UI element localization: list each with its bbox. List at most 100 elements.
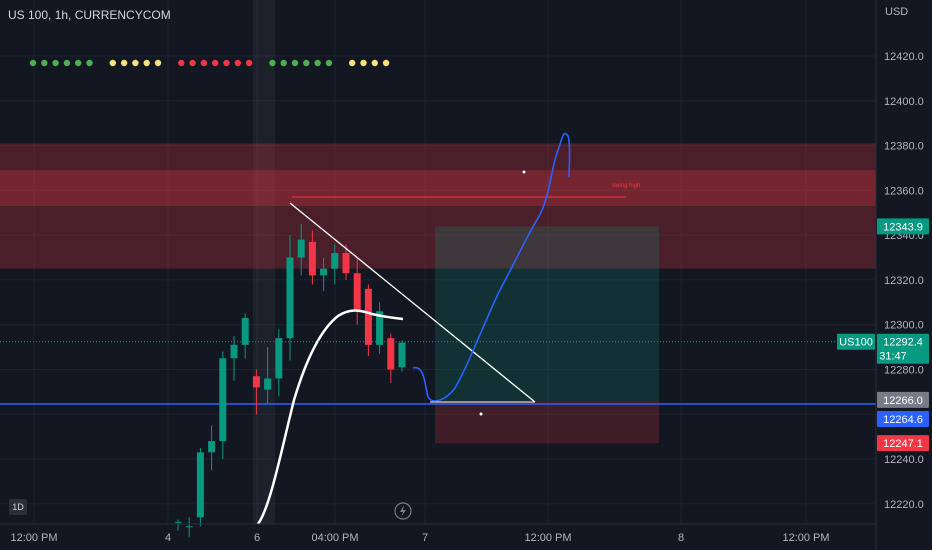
indicator-dot <box>154 59 162 67</box>
indicator-dot <box>234 59 241 67</box>
stop-area[interactable] <box>435 400 659 444</box>
symbol-title[interactable]: US 100, 1h, CURRENCYCOM <box>8 8 171 22</box>
price-tick-label: 12380.0 <box>884 141 924 153</box>
candle-up <box>208 441 216 453</box>
indicator-dot <box>41 59 48 67</box>
candle-down <box>252 376 260 388</box>
candle-up <box>196 452 204 518</box>
time-tick-label: 12:00 PM <box>10 532 57 544</box>
time-axis[interactable]: 12:00 PM 4 6 04:00 PM 7 12:00 PM 8 12:00 PM <box>0 523 876 544</box>
indicator-dot <box>280 59 287 67</box>
entry-price-badge-value: 12266.0 <box>883 395 923 407</box>
time-tick-label: 04:00 PM <box>311 532 358 544</box>
indicator-dot <box>178 59 185 67</box>
trendline[interactable] <box>289 202 536 403</box>
time-tick-label: 4 <box>165 532 171 544</box>
stop-price-badge-value: 12247.1 <box>883 438 923 450</box>
lightning-icon[interactable] <box>394 502 412 520</box>
time-tick-label: 12:00 PM <box>782 532 829 544</box>
price-tick-label: 12280.0 <box>884 364 924 376</box>
symbol-price-bg <box>877 333 929 364</box>
candle-down <box>353 273 361 312</box>
price-tick-label: 12220.0 <box>884 499 924 511</box>
time-tick-label: 7 <box>422 532 428 544</box>
marker-dot <box>479 412 483 416</box>
candle-up <box>398 342 406 368</box>
indicator-dot <box>291 59 299 67</box>
price-badges: 12343.9 12266.0 12264.6 12247.1 US100 12292.4… <box>837 218 929 452</box>
indicator-dot <box>200 59 208 67</box>
candle-up <box>241 317 249 345</box>
entry-price-badge-bg <box>877 391 929 408</box>
indicator-dot <box>325 59 333 67</box>
price-axis[interactable]: 12220.012240.012260.012280.012300.012320… <box>875 0 932 550</box>
indicator-dot <box>63 59 71 67</box>
candle-up <box>331 253 339 269</box>
candle-down <box>308 241 316 276</box>
indicator-dot <box>382 59 390 67</box>
indicator-dot <box>29 59 37 67</box>
currency-label: USD <box>885 6 909 18</box>
indicator-dot <box>109 59 117 67</box>
candle-up <box>275 338 283 379</box>
candles <box>174 223 406 538</box>
countdown-value: 31:47 <box>879 351 907 363</box>
line-price-badge-value: 12264.6 <box>883 414 923 426</box>
time-tick-label: 8 <box>678 532 684 544</box>
resistance-zones <box>0 143 876 269</box>
candle-up <box>264 378 272 390</box>
indicator-dot <box>245 59 253 67</box>
supply-zone <box>0 170 876 207</box>
price-tick-label: 12240.0 <box>884 454 924 466</box>
target-area[interactable] <box>435 226 659 401</box>
symbol-label: US100 <box>839 337 873 349</box>
indicator-dot <box>143 59 150 67</box>
indicator-dot <box>86 59 93 67</box>
session-highlight <box>253 0 275 524</box>
candle-up <box>185 526 193 528</box>
indicator-dot <box>132 59 139 67</box>
time-tick-label: 12:00 PM <box>524 532 571 544</box>
marker-dot <box>522 170 526 174</box>
candle-up <box>230 344 238 359</box>
indicator-dot <box>75 59 82 67</box>
indicator-dot <box>314 59 321 67</box>
price-tick-label: 12420.0 <box>884 51 924 63</box>
candle-up <box>286 257 294 339</box>
moving-average-line <box>256 309 404 525</box>
indicator-dot <box>189 59 196 67</box>
target-price-badge-bg <box>877 218 929 235</box>
interval-badge[interactable]: 1D <box>9 499 27 515</box>
symbol-price-value: 12292.4 <box>883 337 923 349</box>
price-tick-label: 12360.0 <box>884 185 924 197</box>
candle-up <box>297 239 305 258</box>
candle-down <box>342 253 350 274</box>
indicator-dot <box>120 59 128 67</box>
price-tick-label: 12300.0 <box>884 320 924 332</box>
candle-up <box>376 311 384 345</box>
indicator-dot <box>269 59 276 67</box>
drawings[interactable] <box>256 132 571 525</box>
indicator-dot <box>349 59 356 67</box>
indicator-dot <box>212 59 219 67</box>
chart-grid <box>0 0 876 524</box>
price-tick-label: 12320.0 <box>884 275 924 287</box>
time-tick-label: 6 <box>254 532 260 544</box>
indicator-dot <box>52 59 59 67</box>
candle-up <box>219 358 227 442</box>
indicator-dot <box>360 59 367 67</box>
candle-up <box>320 268 328 276</box>
candle-down <box>364 288 372 345</box>
projection-path[interactable] <box>412 132 571 402</box>
candle-down <box>387 338 395 370</box>
symbol-label-bg <box>837 333 875 350</box>
swing-high-label: swing high <box>612 183 640 189</box>
indicator-dot <box>371 59 378 67</box>
price-tick-label: 12400.0 <box>884 96 924 108</box>
line-price-badge-bg <box>877 410 929 427</box>
long-position-tool[interactable]: swing high <box>292 183 659 444</box>
indicator-dots <box>29 59 390 67</box>
indicator-dot <box>223 59 230 67</box>
supply-zone <box>0 143 876 269</box>
